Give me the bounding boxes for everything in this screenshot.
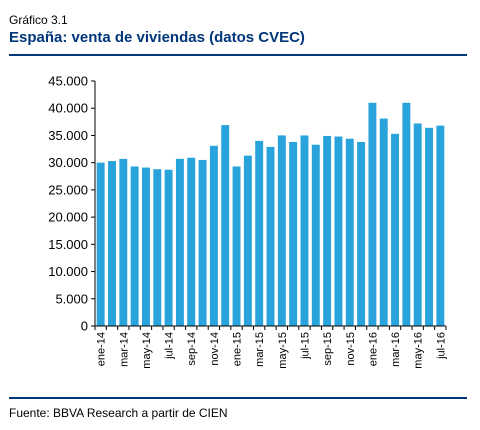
x-tick-label: mar-15 xyxy=(254,332,266,367)
chart-title: España: venta de viviendas (datos CVEC) xyxy=(9,29,305,46)
bar-oct-14 xyxy=(198,159,207,326)
bar-mar-14 xyxy=(119,158,128,326)
bar-feb-14 xyxy=(108,161,116,326)
bar-may-16 xyxy=(413,123,422,326)
y-tick-label: 0 xyxy=(81,319,88,334)
chart-overline: Gráfico 3.1 xyxy=(9,13,68,27)
x-tick-label: ene-14 xyxy=(96,332,108,366)
bar-dic-15 xyxy=(357,141,366,326)
y-axis: 0 5.000 10.000 15.000 20.000 25.000 30.000 35.0… xyxy=(48,74,96,334)
bar-may-14 xyxy=(141,167,150,326)
bar-ene-14 xyxy=(96,162,105,326)
x-tick-label: nov-15 xyxy=(345,332,357,366)
x-tick-label: sep-14 xyxy=(186,332,198,366)
bar-abr-15 xyxy=(266,146,275,326)
bar-ago-15 xyxy=(311,144,320,326)
x-tick-label: mar-16 xyxy=(390,332,402,367)
bar-jun-15 xyxy=(289,141,298,326)
bar-jun-16 xyxy=(425,127,433,326)
bar-sep-15 xyxy=(323,135,332,326)
y-tick-label: 5.000 xyxy=(55,291,88,306)
top-rule xyxy=(9,54,467,56)
x-tick-label: ene-15 xyxy=(232,332,244,366)
x-tick-label: jul-15 xyxy=(299,332,311,360)
source-note: Fuente: BBVA Research a partir de CIEN xyxy=(9,406,228,420)
y-tick-label: 15.000 xyxy=(48,237,88,252)
x-tick-label: nov-14 xyxy=(209,332,221,366)
y-tick-label: 10.000 xyxy=(48,264,88,279)
x-tick-label: sep-15 xyxy=(322,332,334,366)
bar-abr-16 xyxy=(402,102,411,326)
bar-dic-14 xyxy=(221,125,230,326)
bar-feb-16 xyxy=(379,118,388,326)
bar-ene-16 xyxy=(368,102,377,326)
y-tick-label: 25.000 xyxy=(48,182,88,197)
bar-ene-15 xyxy=(232,166,241,326)
x-tick-label: ene-16 xyxy=(367,332,379,366)
y-tick-label: 40.000 xyxy=(48,101,88,116)
bar-nov-14 xyxy=(209,145,218,326)
x-tick-label: mar-14 xyxy=(118,332,130,367)
bar-ago-14 xyxy=(175,158,184,326)
y-tick-label: 45.000 xyxy=(48,74,88,89)
bar-oct-15 xyxy=(334,136,343,326)
x-tick-label: may-14 xyxy=(141,332,153,369)
bar-jul-14 xyxy=(164,169,173,326)
bar-jul-15 xyxy=(300,135,309,326)
bar-sep-14 xyxy=(187,157,196,326)
y-tick-label: 20.000 xyxy=(48,210,88,225)
bar-mar-15 xyxy=(255,140,264,326)
x-tick-label: jul-16 xyxy=(435,332,447,360)
bar-may-15 xyxy=(277,135,286,326)
bottom-rule xyxy=(9,397,467,399)
x-axis: ene-14 mar-14 may-14 jul-14 sep-14 nov-14 ene-… xyxy=(94,325,447,369)
bar-chart: 0 5.000 10.000 15.000 20.000 25.000 30.000 35.0… xyxy=(48,74,447,369)
bars-group xyxy=(96,102,445,326)
x-tick-label: may-16 xyxy=(413,332,425,369)
y-tick-label: 35.000 xyxy=(48,128,88,143)
bar-nov-15 xyxy=(345,138,354,326)
y-tick-label: 30.000 xyxy=(48,155,88,170)
bar-feb-15 xyxy=(243,155,252,326)
bar-mar-16 xyxy=(391,133,400,326)
bar-jul-16 xyxy=(436,125,445,326)
x-tick-label: jul-14 xyxy=(164,332,176,360)
x-tick-label: may-15 xyxy=(277,332,289,369)
bar-jun-14 xyxy=(153,169,162,326)
bar-abr-14 xyxy=(130,166,139,326)
